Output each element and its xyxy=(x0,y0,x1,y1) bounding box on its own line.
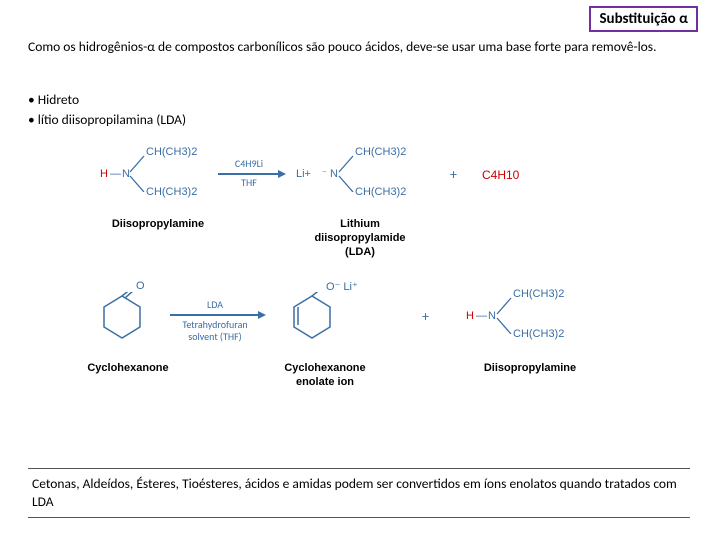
amine-h: H xyxy=(100,168,108,180)
amine2-lines-icon xyxy=(495,294,515,334)
bullet-2: • lítio diisopropilamina (LDA) xyxy=(28,110,186,130)
label-cyclohexanone: Cyclohexanone xyxy=(78,362,178,374)
cyclohexanone-icon xyxy=(100,292,144,342)
bullet-list: • Hidreto • lítio diisopropilamina (LDA) xyxy=(28,90,186,129)
reaction-row-2: O LDA Tetrahydrofuran solvent (THF) O⁻ L… xyxy=(90,270,650,420)
arrow-1-line xyxy=(218,173,280,175)
reaction-row-1: H — N CH(CH3)2 CH(CH3)2 C4H9Li THF Li+ ⁻… xyxy=(90,140,650,270)
prod-top: CH(CH3)2 xyxy=(355,146,406,158)
amine2-dash: — xyxy=(476,310,487,322)
amine-dash1: — xyxy=(110,168,121,180)
label-diisopropylamine-2: Diisopropylamine xyxy=(470,362,590,374)
label-diisopropylamine: Diisopropylamine xyxy=(98,218,218,230)
intro-text: Como os hidrogênios-α de compostos carbo… xyxy=(28,38,690,56)
prod-li: Li+ xyxy=(296,168,311,180)
arrow-1-head-icon xyxy=(278,170,286,178)
prod-lines-icon xyxy=(337,152,357,192)
amine2-top: CH(CH3)2 xyxy=(513,288,564,300)
label-lda-1: Lithium xyxy=(300,218,420,230)
enolate-icon xyxy=(290,292,334,342)
reaction-diagram: H — N CH(CH3)2 CH(CH3)2 C4H9Li THF Li+ ⁻… xyxy=(90,140,650,420)
cyclo-o: O xyxy=(136,280,145,292)
arrow-2-line xyxy=(170,314,260,316)
plus-1: + xyxy=(450,166,457,183)
arrow-2-reagent: LDA xyxy=(170,298,260,311)
enolate-o: O⁻ Li⁺ xyxy=(326,280,358,293)
label-lda-3: (LDA) xyxy=(300,246,420,258)
amine-bot: CH(CH3)2 xyxy=(146,186,197,198)
label-enolate-2: enolate ion xyxy=(270,376,380,388)
label-lda-2: diisopropylamide xyxy=(300,232,420,244)
label-enolate-1: Cyclohexanone xyxy=(270,362,380,374)
amine-lines-icon xyxy=(128,152,148,192)
prod-minus: ⁻ xyxy=(322,168,327,179)
arrow-1-solvent: THF xyxy=(220,176,278,189)
amine-top: CH(CH3)2 xyxy=(146,146,197,158)
byproduct: C4H10 xyxy=(482,168,519,182)
prod-bot: CH(CH3)2 xyxy=(355,186,406,198)
arrow-2-solvent2: solvent (THF) xyxy=(170,330,260,343)
amine2-h: H xyxy=(466,310,474,322)
plus-2: + xyxy=(422,308,429,325)
footnote: Cetonas, Aldeídos, Ésteres, Tioésteres, … xyxy=(28,468,690,518)
arrow-1-reagent: C4H9Li xyxy=(220,157,278,170)
title-box: Substituição α xyxy=(589,6,698,32)
bullet-1: • Hidreto xyxy=(28,90,186,110)
amine2-bot: CH(CH3)2 xyxy=(513,328,564,340)
